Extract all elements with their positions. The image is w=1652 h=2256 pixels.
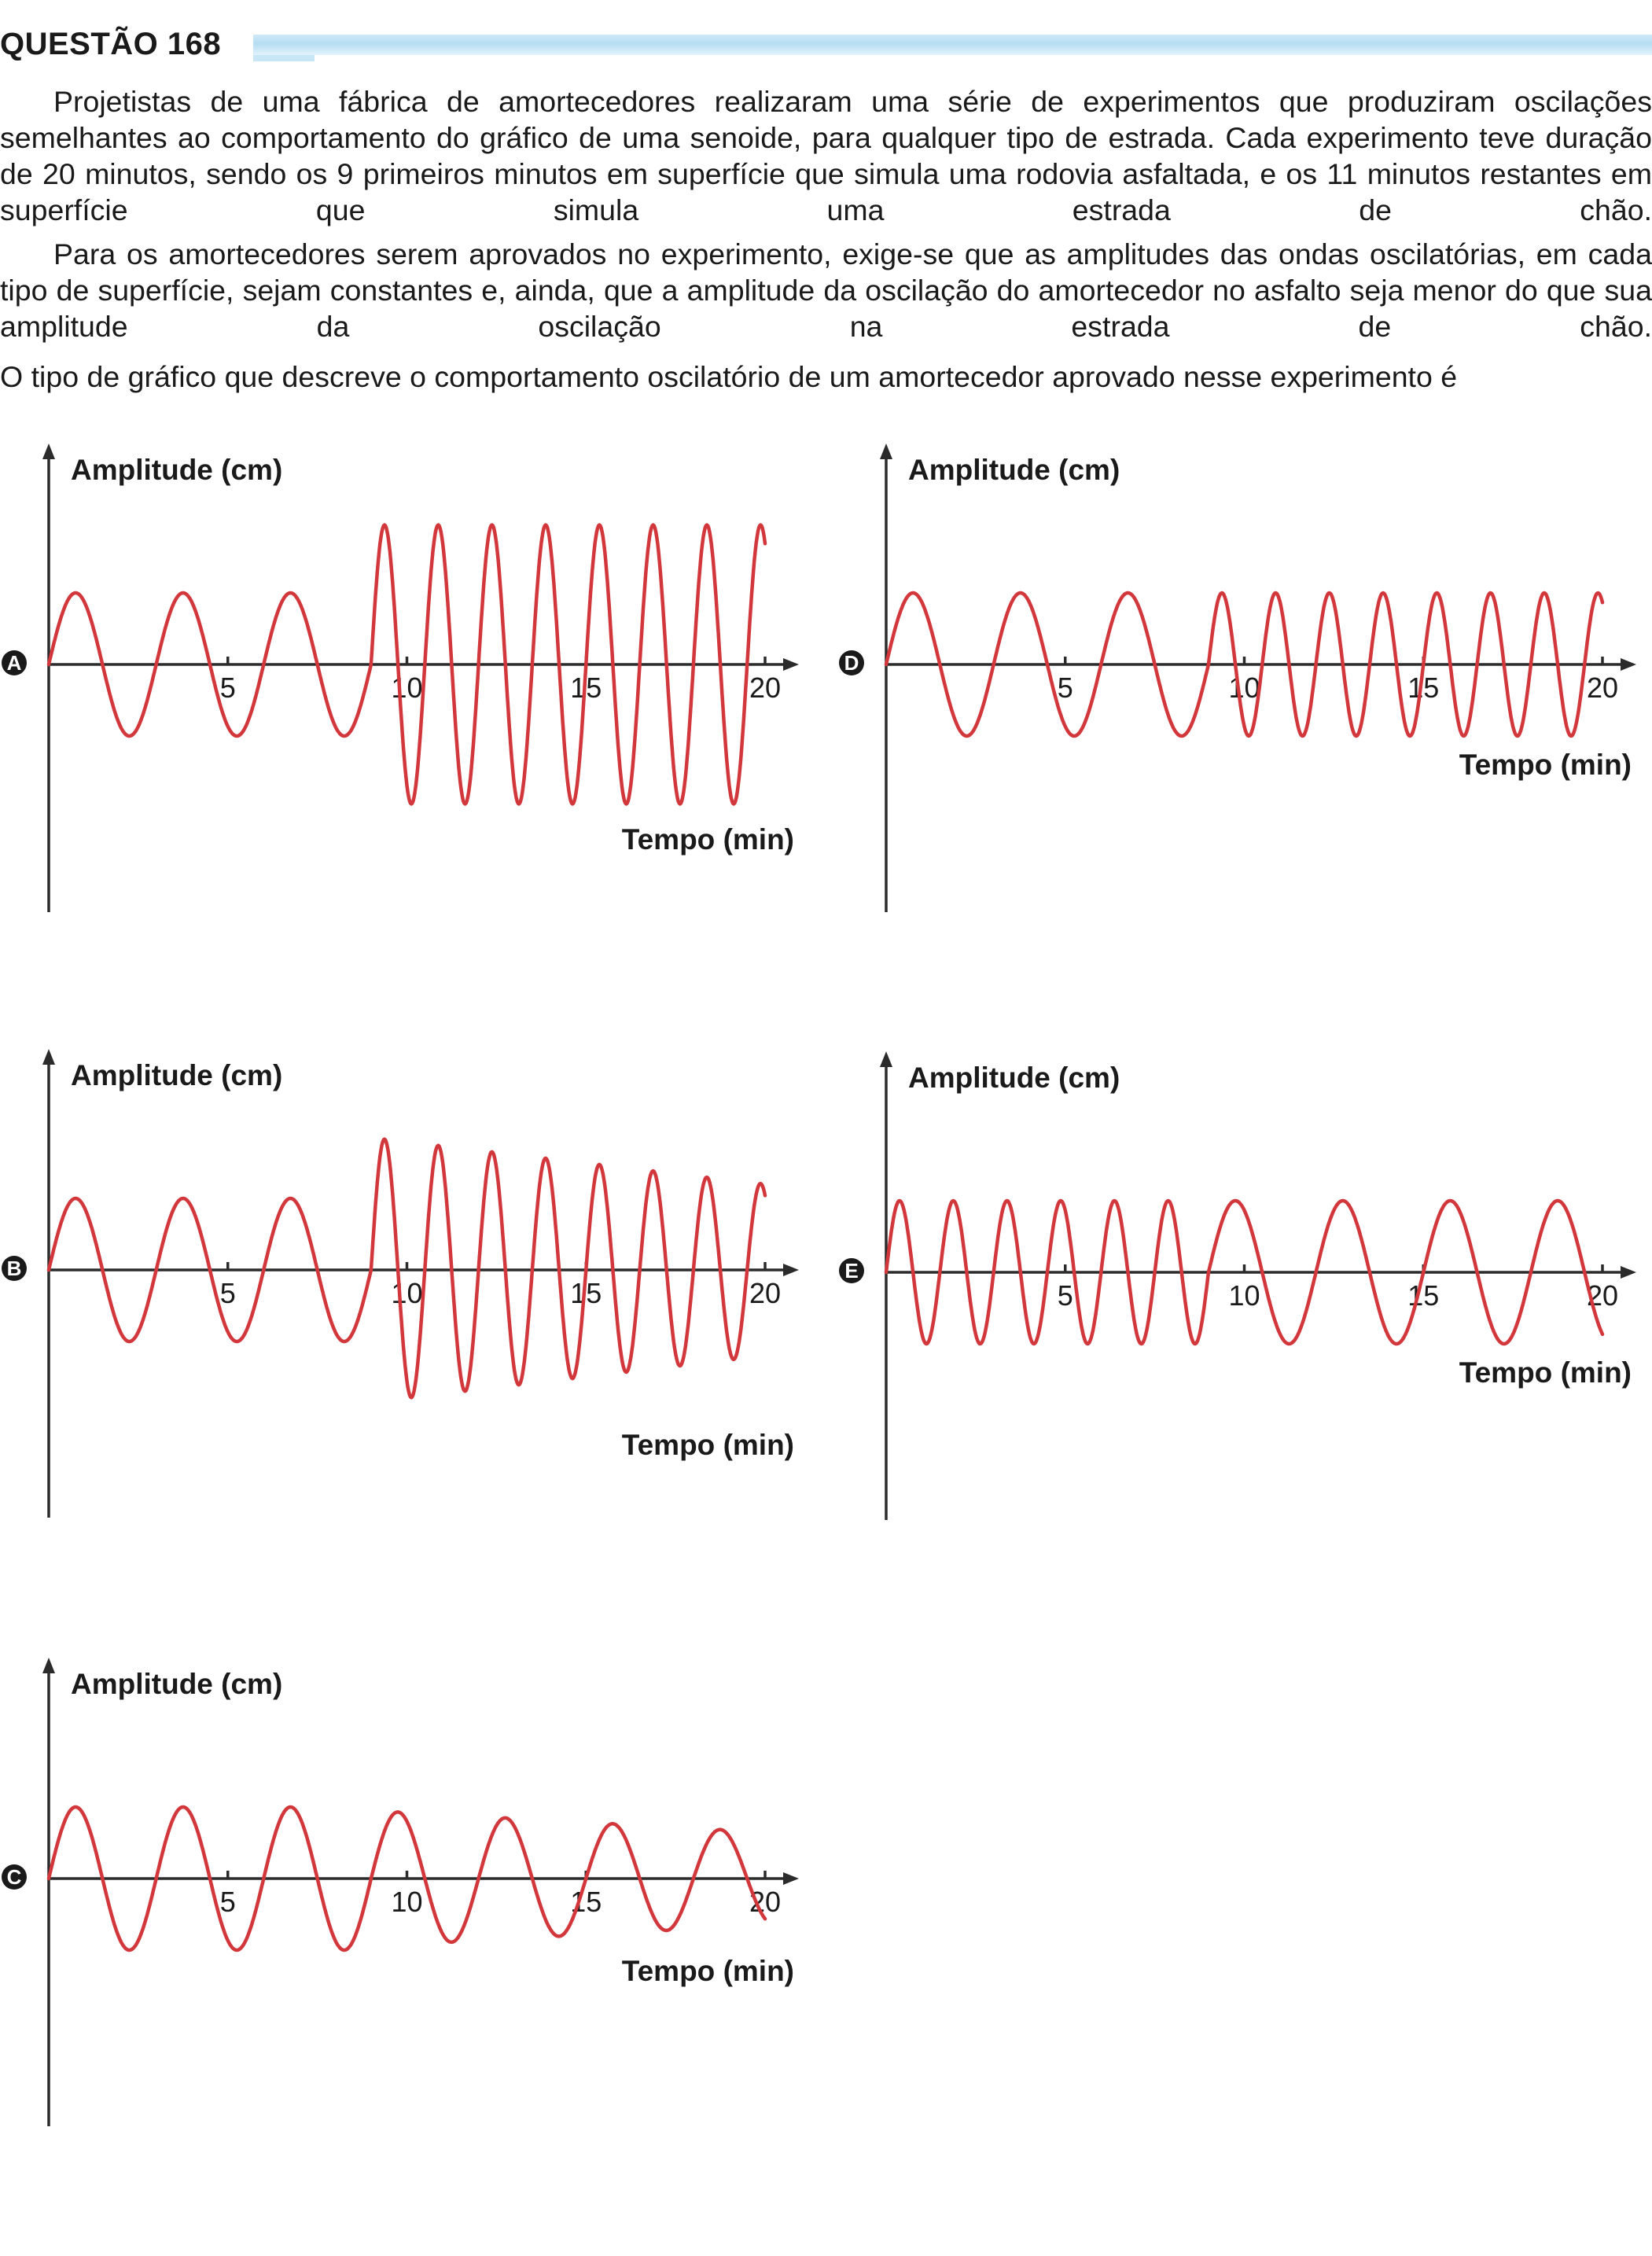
x-axis-label: Tempo (min) xyxy=(1459,1356,1632,1389)
oscillation-curve xyxy=(884,591,1605,738)
question-paragraph-2: Para os amortecedores serem aprovados no… xyxy=(0,237,1652,343)
y-axis-arrow xyxy=(880,443,892,459)
x-tick-label: 20 xyxy=(749,1277,781,1309)
oscillation-curve xyxy=(46,1805,767,1952)
question-prompt: O tipo de gráfico que descreve o comport… xyxy=(0,360,1458,393)
option-badge-letter: A xyxy=(7,651,22,675)
option-badge-circle xyxy=(839,1258,864,1283)
option-chart-d[interactable]: Amplitude (cm) 5 10 15 20 Tempo (min) D xyxy=(837,440,1652,928)
header-decoration-bar xyxy=(253,35,1652,55)
y-axis-arrow xyxy=(880,1051,892,1067)
x-tick-label: 5 xyxy=(220,1277,236,1309)
x-tick-label: 10 xyxy=(391,672,422,704)
question-paragraph-1: Projetistas de uma fábrica de amortecedo… xyxy=(0,85,1652,226)
x-tick-label: 5 xyxy=(1058,1279,1073,1312)
x-tick-label: 10 xyxy=(1228,1279,1260,1312)
option-badge-letter: B xyxy=(7,1257,22,1280)
x-axis-label: Tempo (min) xyxy=(1459,749,1632,781)
x-tick-label: 20 xyxy=(1587,672,1618,704)
x-axis-label: Tempo (min) xyxy=(622,823,794,856)
x-tick-label: 20 xyxy=(749,1886,781,1918)
question-title: QUESTÃO 168 xyxy=(0,27,222,61)
oscillation-curve xyxy=(884,1198,1605,1346)
question-header: QUESTÃO 168 xyxy=(0,24,1652,64)
option-chart-b[interactable]: Amplitude (cm) 5 10 15 20 Tempo (min) B xyxy=(0,1046,815,1533)
x-tick-label: 20 xyxy=(749,672,781,704)
x-tick-label: 15 xyxy=(1407,1279,1439,1312)
option-chart-c[interactable]: Amplitude (cm) 5 10 15 20 Tempo (min) C xyxy=(0,1654,815,2142)
x-tick-label: 10 xyxy=(391,1277,422,1309)
y-axis-label: Amplitude (cm) xyxy=(71,1668,282,1700)
y-axis-label: Amplitude (cm) xyxy=(908,454,1120,486)
option-badge-letter: E xyxy=(844,1259,858,1283)
x-axis-arrow xyxy=(1621,658,1636,671)
oscillation-curve xyxy=(46,1137,767,1400)
option-chart-a[interactable]: Amplitude (cm) 5 10 15 20 Tempo (min) A xyxy=(0,440,815,928)
x-axis-arrow xyxy=(783,658,799,671)
option-badge-letter: C xyxy=(7,1865,22,1889)
y-axis-label: Amplitude (cm) xyxy=(71,1059,282,1091)
header-decoration-notch xyxy=(253,55,315,61)
x-axis-arrow xyxy=(783,1264,799,1276)
x-axis-label: Tempo (min) xyxy=(622,1429,794,1461)
x-axis-arrow xyxy=(783,1872,799,1885)
x-axis-label: Tempo (min) xyxy=(622,1955,794,1987)
x-tick-label: 10 xyxy=(391,1886,422,1918)
option-badge-letter: D xyxy=(844,651,859,675)
oscillation-curve xyxy=(46,523,767,806)
x-axis-arrow xyxy=(1621,1266,1636,1279)
option-badge-circle xyxy=(2,1864,27,1890)
option-badge-circle xyxy=(2,650,27,675)
y-axis-arrow xyxy=(42,443,55,459)
option-badge-circle xyxy=(839,650,864,675)
y-axis-label: Amplitude (cm) xyxy=(71,454,282,486)
x-tick-label: 5 xyxy=(220,672,236,704)
y-axis-arrow xyxy=(42,1049,55,1065)
x-tick-label: 5 xyxy=(220,1886,236,1918)
y-axis-arrow xyxy=(42,1658,55,1673)
x-tick-label: 10 xyxy=(1228,672,1260,704)
option-badge-circle xyxy=(2,1256,27,1281)
y-axis-label: Amplitude (cm) xyxy=(908,1062,1120,1094)
x-tick-label: 5 xyxy=(1058,672,1073,704)
option-chart-e[interactable]: Amplitude (cm) 5 10 15 20 Tempo (min) E xyxy=(837,1048,1652,1536)
